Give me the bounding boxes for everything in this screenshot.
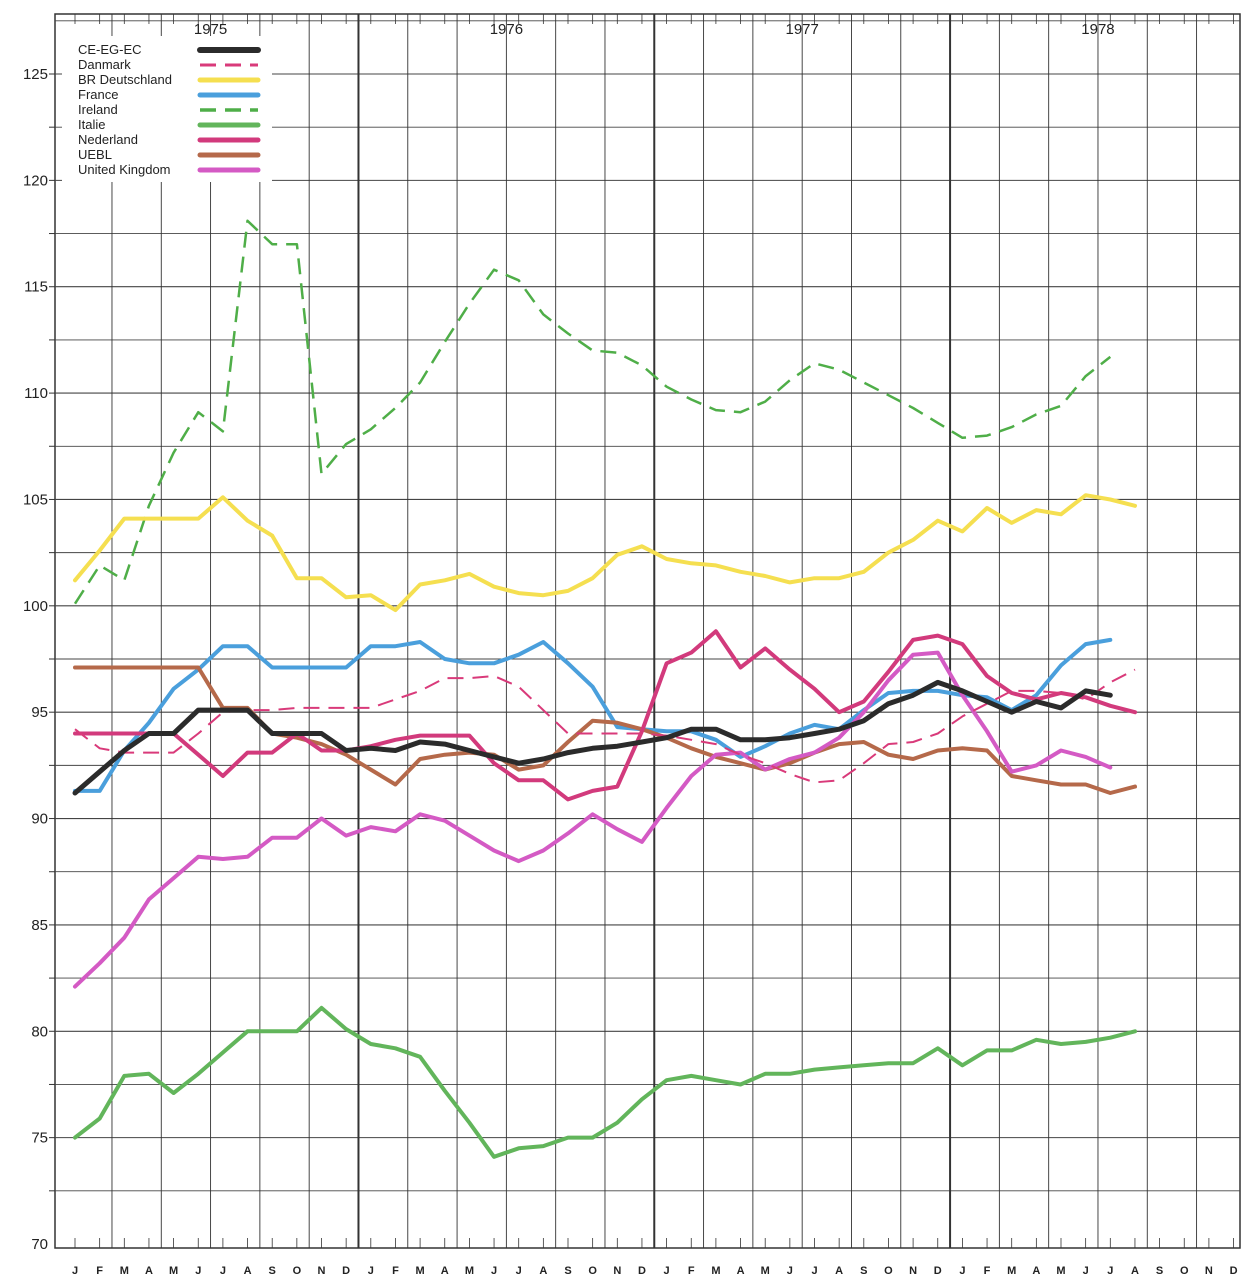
- x-month-label: J: [368, 1265, 374, 1277]
- x-month-label: J: [516, 1265, 522, 1277]
- x-month-label: J: [787, 1265, 793, 1277]
- y-tick-label: 110: [24, 385, 48, 402]
- x-month-label: D: [342, 1265, 350, 1277]
- y-tick-label: 120: [23, 172, 48, 189]
- x-month-label: A: [1032, 1265, 1040, 1277]
- y-tick-label: 95: [31, 704, 48, 721]
- x-month-label: D: [638, 1265, 646, 1277]
- x-month-label: D: [934, 1265, 942, 1277]
- x-month-label: N: [318, 1265, 326, 1277]
- legend-label: Italie: [78, 117, 105, 132]
- chart-grid: [49, 13, 1241, 1249]
- x-month-label: S: [860, 1265, 867, 1277]
- plot-frame: [54, 13, 1241, 1249]
- x-month-label: F: [96, 1265, 103, 1277]
- x-month-label: A: [145, 1265, 153, 1277]
- x-month-label: J: [1107, 1265, 1113, 1277]
- x-month-label: J: [220, 1265, 226, 1277]
- x-month-label: A: [539, 1265, 547, 1277]
- legend-label: United Kingdom: [78, 162, 171, 177]
- x-month-label: J: [959, 1265, 965, 1277]
- y-tick-label: 125: [23, 66, 48, 83]
- x-month-label: N: [1205, 1265, 1213, 1277]
- x-month-label: A: [835, 1265, 843, 1277]
- x-month-label: A: [441, 1265, 449, 1277]
- legend-label: Nederland: [78, 132, 138, 147]
- y-axis-ticks: 70 75 80 85 90 95 100 105 110 115 120 125: [23, 66, 48, 1253]
- legend-label: CE-EG-EC: [78, 42, 142, 57]
- y-tick-label: 70: [31, 1236, 48, 1253]
- legend-label: UEBL: [78, 147, 112, 162]
- series-line: [73, 493, 1137, 613]
- x-month-label: F: [984, 1265, 991, 1277]
- series-italie: [73, 1005, 1137, 1159]
- x-month-label: M: [465, 1265, 474, 1277]
- legend-label: France: [78, 87, 118, 102]
- data-series: [72, 219, 1137, 1159]
- x-month-label: J: [1083, 1265, 1089, 1277]
- x-month-label: A: [244, 1265, 252, 1277]
- x-month-label: M: [169, 1265, 178, 1277]
- y-tick-label: 100: [23, 598, 48, 615]
- series-line: [73, 219, 1112, 605]
- series-br-deutschland: [73, 493, 1137, 613]
- y-tick-label: 75: [31, 1130, 48, 1147]
- year-labels: 1975 1976 1977 1978: [194, 21, 1115, 38]
- x-month-label: A: [737, 1265, 745, 1277]
- x-month-label: S: [564, 1265, 571, 1277]
- x-month-label: F: [688, 1265, 695, 1277]
- x-month-label: M: [1056, 1265, 1065, 1277]
- x-month-label: M: [761, 1265, 770, 1277]
- x-month-label: O: [588, 1265, 597, 1277]
- x-month-label: M: [120, 1265, 129, 1277]
- y-tick-label: 105: [23, 491, 48, 508]
- x-month-label: D: [1230, 1265, 1238, 1277]
- series-line: [74, 668, 1136, 784]
- x-month-label: N: [613, 1265, 621, 1277]
- x-month-label: A: [1131, 1265, 1139, 1277]
- legend-label: BR Deutschland: [78, 72, 172, 87]
- x-month-label: J: [491, 1265, 497, 1277]
- y-tick-label: 80: [31, 1023, 48, 1040]
- series-line: [72, 679, 1113, 796]
- y-tick-label: 90: [31, 811, 48, 828]
- x-month-label: O: [293, 1265, 302, 1277]
- year-label: 1975: [194, 21, 227, 38]
- x-month-label: S: [1156, 1265, 1163, 1277]
- x-month-label: N: [909, 1265, 917, 1277]
- series-line: [73, 1005, 1137, 1159]
- series-nederland: [73, 629, 1137, 802]
- x-month-label: F: [392, 1265, 399, 1277]
- x-month-label: M: [711, 1265, 720, 1277]
- series-line: [73, 629, 1137, 802]
- series-ireland: [73, 219, 1112, 605]
- year-label: 1976: [490, 21, 523, 38]
- series-line: [73, 637, 1113, 793]
- x-month-label: O: [1180, 1265, 1189, 1277]
- x-month-label: J: [664, 1265, 670, 1277]
- y-tick-label: 115: [24, 279, 48, 296]
- series-ce-eg-ec: [72, 679, 1113, 796]
- x-month-label: S: [269, 1265, 276, 1277]
- x-month-label: J: [72, 1265, 78, 1277]
- x-month-label: M: [1007, 1265, 1016, 1277]
- x-month-label: O: [884, 1265, 893, 1277]
- x-month-label: M: [416, 1265, 425, 1277]
- series-united-kingdom: [73, 650, 1113, 989]
- x-month-label: J: [811, 1265, 817, 1277]
- legend-label: Danmark: [78, 57, 131, 72]
- year-label: 1977: [785, 21, 818, 38]
- series-line: [73, 650, 1113, 989]
- legend-label: Ireland: [78, 102, 118, 117]
- year-label: 1978: [1081, 21, 1114, 38]
- y-tick-label: 85: [31, 917, 48, 934]
- x-month-label: J: [195, 1265, 201, 1277]
